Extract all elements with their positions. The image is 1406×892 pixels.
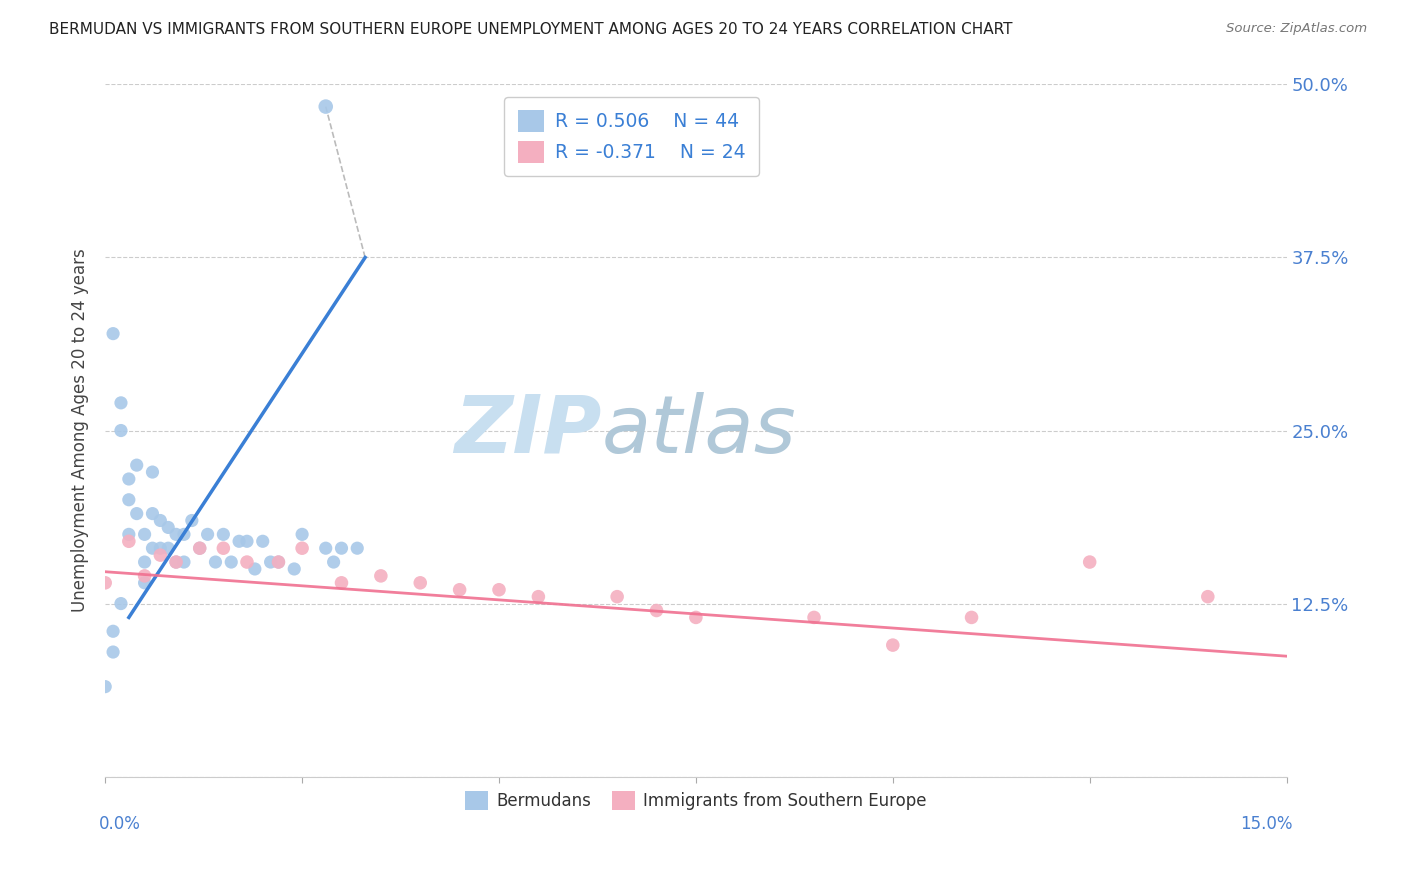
Point — [180, 514, 202, 528]
Point — [236, 534, 259, 549]
Text: 15.0%: 15.0% — [1240, 814, 1292, 833]
Point — [204, 555, 226, 569]
Point — [330, 575, 353, 590]
Point — [1078, 555, 1101, 569]
Point — [101, 624, 124, 639]
Point — [283, 562, 305, 576]
Point — [449, 582, 471, 597]
Point — [110, 396, 132, 410]
Point — [291, 527, 314, 541]
Point — [94, 680, 117, 694]
Point — [322, 555, 344, 569]
Point — [110, 424, 132, 438]
Point — [197, 527, 219, 541]
Point — [1197, 590, 1219, 604]
Point — [118, 527, 141, 541]
Point — [243, 562, 266, 576]
Point — [370, 569, 392, 583]
Point — [165, 555, 187, 569]
Point — [149, 514, 172, 528]
Point — [149, 548, 172, 562]
Point — [118, 534, 141, 549]
Y-axis label: Unemployment Among Ages 20 to 24 years: Unemployment Among Ages 20 to 24 years — [72, 249, 89, 613]
Point — [125, 507, 148, 521]
Point — [346, 541, 368, 556]
Point — [259, 555, 281, 569]
Text: Source: ZipAtlas.com: Source: ZipAtlas.com — [1226, 22, 1367, 36]
Point — [803, 610, 825, 624]
Point — [125, 458, 148, 472]
Point — [149, 541, 172, 556]
Point — [212, 541, 235, 556]
Point — [165, 527, 187, 541]
Point — [291, 541, 314, 556]
Point — [173, 527, 195, 541]
Point — [165, 555, 187, 569]
Point — [330, 541, 353, 556]
Point — [236, 555, 259, 569]
Point — [606, 590, 628, 604]
Point — [228, 534, 250, 549]
Point — [173, 555, 195, 569]
Point — [141, 541, 163, 556]
Text: atlas: atlas — [602, 392, 796, 469]
Point — [94, 575, 117, 590]
Point — [315, 541, 337, 556]
Point — [118, 472, 141, 486]
Point — [118, 492, 141, 507]
Text: BERMUDAN VS IMMIGRANTS FROM SOUTHERN EUROPE UNEMPLOYMENT AMONG AGES 20 TO 24 YEA: BERMUDAN VS IMMIGRANTS FROM SOUTHERN EUR… — [49, 22, 1012, 37]
Point — [488, 582, 510, 597]
Legend: Bermudans, Immigrants from Southern Europe: Bermudans, Immigrants from Southern Euro… — [458, 784, 934, 817]
Point — [134, 555, 156, 569]
Point — [157, 541, 180, 556]
Point — [527, 590, 550, 604]
Point — [141, 465, 163, 479]
Point — [101, 645, 124, 659]
Point — [267, 555, 290, 569]
Point — [645, 603, 668, 617]
Text: ZIP: ZIP — [454, 392, 602, 469]
Point — [101, 326, 124, 341]
Point — [219, 555, 242, 569]
Point — [960, 610, 983, 624]
Point — [110, 597, 132, 611]
Point — [212, 527, 235, 541]
Point — [157, 520, 180, 534]
Point — [685, 610, 707, 624]
Point — [252, 534, 274, 549]
Point — [188, 541, 211, 556]
Text: 0.0%: 0.0% — [100, 814, 141, 833]
Point — [188, 541, 211, 556]
Point — [409, 575, 432, 590]
Point — [315, 99, 337, 113]
Point — [882, 638, 904, 652]
Point — [134, 527, 156, 541]
Point — [134, 575, 156, 590]
Point — [267, 555, 290, 569]
Point — [141, 507, 163, 521]
Point — [134, 569, 156, 583]
